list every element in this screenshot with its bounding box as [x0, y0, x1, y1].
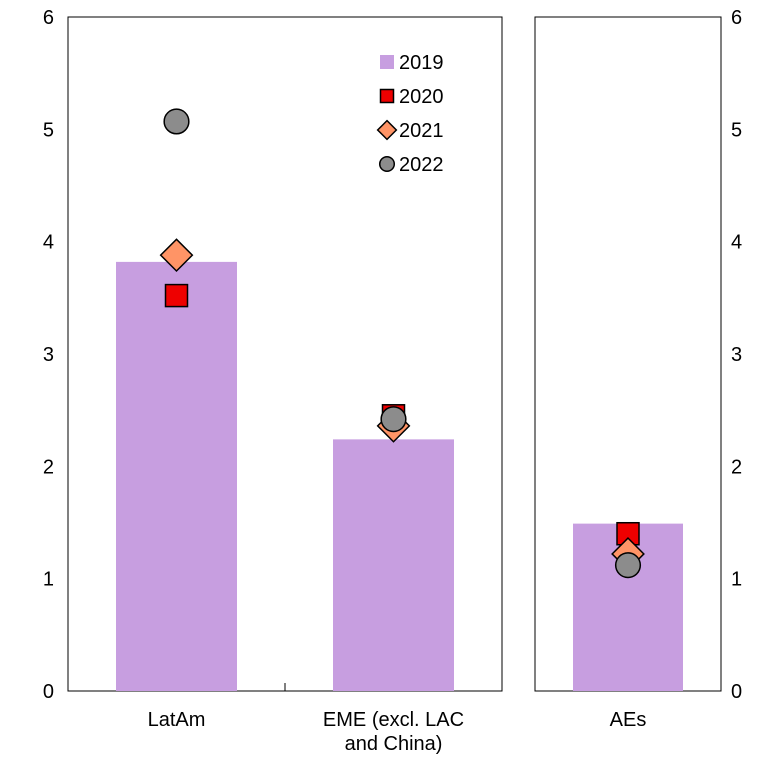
right-y-tick-label: 4	[731, 232, 742, 254]
right-y-tick-label: 5	[731, 119, 742, 141]
right-marker-2022	[614, 552, 642, 579]
left-x-category-label: EME (excl. LAC	[323, 709, 464, 731]
left-marker-2022	[380, 406, 407, 433]
right-y-tick-label: 0	[731, 681, 742, 703]
legend-label-2022: 2022	[399, 154, 444, 176]
right-y-tick-label: 3	[731, 344, 742, 366]
left-y-tick-label: 0	[43, 681, 54, 703]
left-x-category-label: LatAm	[148, 709, 206, 731]
left-y-tick-label: 2	[43, 456, 54, 478]
left-y-tick-label: 3	[43, 344, 54, 366]
legend-swatch-2022	[378, 155, 396, 173]
left-bar-2019	[116, 261, 237, 691]
left-marker-2022	[163, 108, 190, 135]
left-y-tick-label: 1	[43, 569, 54, 591]
legend-label-2020: 2020	[399, 86, 444, 108]
left-bar-2019	[333, 439, 454, 691]
legend-swatch-2019	[380, 55, 394, 69]
left-y-tick-label: 4	[43, 232, 54, 254]
right-x-category-label: AEs	[610, 709, 647, 731]
left-y-tick-label: 6	[43, 7, 54, 29]
right-y-tick-label: 6	[731, 7, 742, 29]
legend-label-2019: 2019	[399, 52, 444, 74]
left-marker-2021	[159, 238, 194, 273]
left-x-category-label: and China)	[345, 733, 443, 755]
legend-swatch-2020	[379, 88, 395, 104]
left-marker-2020	[164, 283, 189, 308]
left-y-tick-label: 5	[43, 119, 54, 141]
right-y-tick-label: 2	[731, 456, 742, 478]
right-y-tick-label: 1	[731, 569, 742, 591]
legend-label-2021: 2021	[399, 120, 444, 142]
legend-swatch-2021	[376, 119, 398, 141]
